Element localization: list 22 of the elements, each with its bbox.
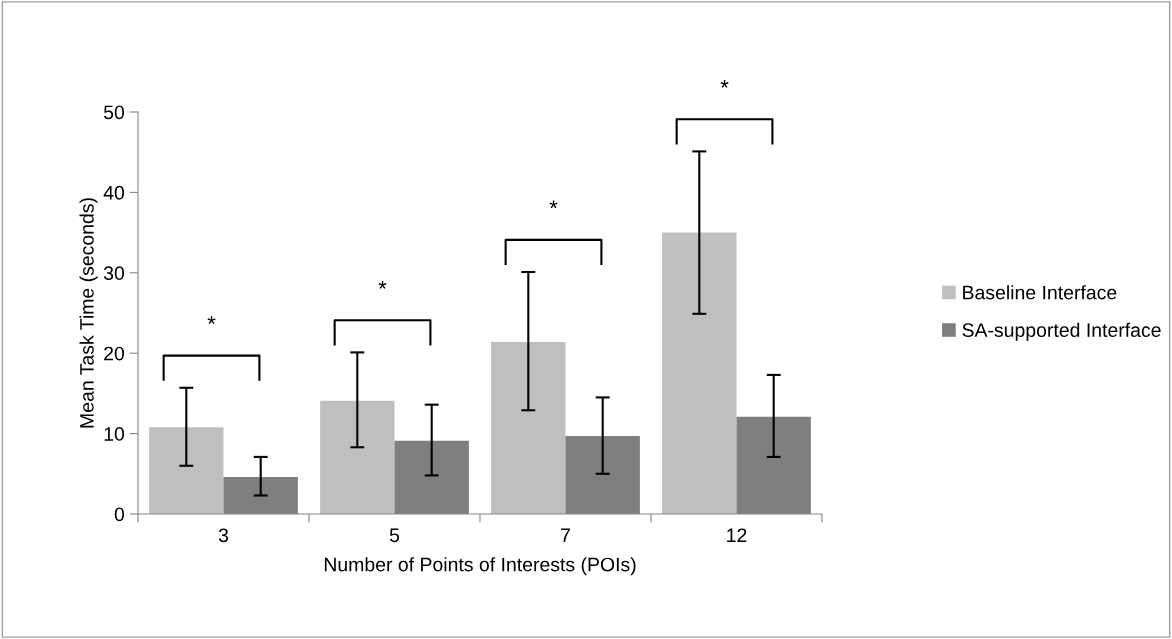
y-tick-label: 0 <box>114 507 125 522</box>
annotation: * <box>549 200 558 209</box>
annotation: * <box>378 280 387 289</box>
legend-label: SA-supported Interface <box>962 322 1161 341</box>
bar <box>320 400 395 514</box>
x-axis-title: Number of Points of Interests (POIs) <box>324 557 636 576</box>
x-tick-label: 5 <box>389 528 400 543</box>
x-tick-label: 12 <box>727 528 747 542</box>
x-tick-label: 3 <box>218 528 229 543</box>
y-tick-label: 30 <box>103 266 125 281</box>
y-tick-label: 20 <box>104 346 125 361</box>
x-tick-label: 7 <box>561 528 570 542</box>
text: * <box>720 79 729 88</box>
y-tick-label: 10 <box>104 427 125 441</box>
bar <box>149 427 224 514</box>
bar <box>662 232 737 514</box>
annotation: * <box>207 316 216 325</box>
y-tick-label: 40 <box>103 185 125 200</box>
y-tick-label: 50 <box>103 105 125 120</box>
bar <box>491 341 566 514</box>
legend-label: Baseline Interface <box>963 285 1117 300</box>
y-axis-title: Mean Task Time (seconds) <box>79 198 98 428</box>
